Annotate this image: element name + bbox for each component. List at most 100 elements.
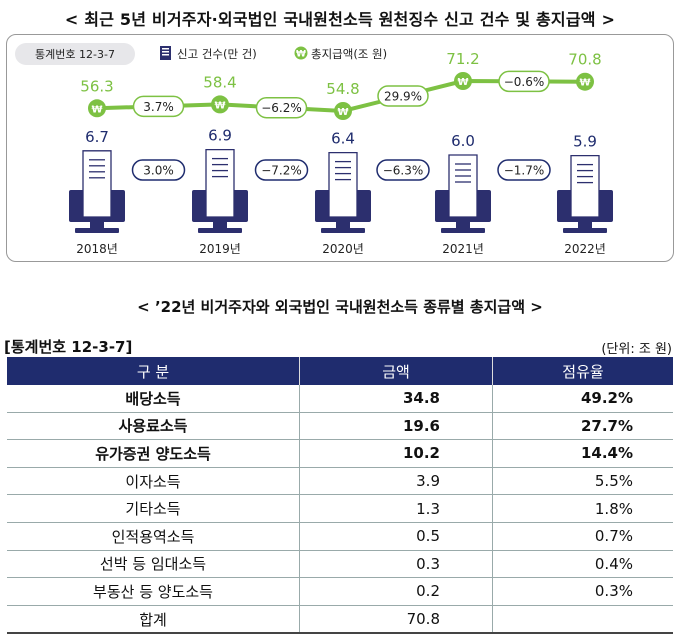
won-coin-icon: ₩: [91, 104, 102, 115]
monitor-stand: [456, 222, 470, 228]
monitor-stand: [336, 222, 350, 228]
amount-change-label: −0.6%: [504, 75, 545, 89]
chart-panel: 통계번호 12-3-7 신고 건수(만 건) ₩ 총지급액(조 원) 3.7% −…: [6, 34, 674, 262]
row-category: 배당소득: [7, 385, 300, 413]
row-share: [492, 605, 673, 634]
row-share: 0.4%: [492, 550, 673, 579]
row-amount: 3.9: [299, 467, 493, 496]
chart-svg: 통계번호 12-3-7 신고 건수(만 건) ₩ 총지급액(조 원) 3.7% −…: [15, 43, 613, 256]
amount-value-label: 70.8: [568, 51, 601, 69]
filings-value-label: 6.7: [85, 128, 109, 146]
won-coin-icon: ₩: [337, 107, 348, 118]
monitor-base: [75, 228, 119, 233]
table-stat-number: [통계번호 12-3-7]: [4, 338, 133, 356]
x-tick-label: 2021년: [442, 242, 484, 256]
amount-point: [334, 102, 352, 120]
row-share: 5.5%: [492, 467, 673, 496]
table-row: 이자소득 3.9 5.5%: [7, 467, 673, 496]
filings-change-label: −7.2%: [261, 164, 302, 178]
row-amount: 1.3: [299, 494, 493, 523]
legend-filings: 신고 건수(만 건): [177, 47, 257, 61]
table-row: 배당소득 34.8 49.2%: [7, 385, 673, 413]
filings-change-label: −1.7%: [504, 164, 545, 178]
monitor-base: [198, 228, 242, 233]
filings-change-badge: [131, 159, 186, 181]
row-amount: 70.8: [299, 605, 493, 634]
monitor-base: [441, 228, 485, 233]
row-category: 사용료소득: [7, 412, 300, 441]
monitor-stand: [90, 222, 104, 228]
row-share: 27.7%: [492, 412, 673, 441]
row-amount: 0.2: [299, 577, 493, 606]
amount-change-label: 3.7%: [143, 100, 174, 114]
receipt-icon: [205, 148, 235, 218]
receipt-icon: [82, 150, 112, 218]
receipt-icon: [328, 151, 358, 218]
row-category: 기타소득: [7, 494, 300, 523]
table-row: 유가증권 양도소득 10.2 14.4%: [7, 439, 673, 468]
filings-change-badge: [254, 159, 309, 181]
row-amount: 0.3: [299, 550, 493, 579]
header-amount: 금액: [299, 357, 493, 385]
amount-point: [454, 72, 472, 90]
filings-value-label: 6.0: [451, 132, 475, 150]
row-category: 합계: [7, 605, 300, 634]
amount-value-label: 56.3: [80, 77, 113, 95]
amount-point: [576, 72, 594, 91]
header-category: 구 분: [7, 357, 300, 385]
table-row: 합계 70.8: [7, 605, 673, 634]
filings-value-label: 5.9: [573, 133, 597, 151]
row-amount: 34.8: [299, 385, 493, 413]
row-share: 0.3%: [492, 577, 673, 606]
won-coin-icon: ₩: [579, 78, 590, 89]
row-category: 이자소득: [7, 467, 300, 496]
filings-value-label: 6.4: [331, 130, 355, 148]
row-amount: 10.2: [299, 439, 493, 468]
amount-change-badge: [255, 96, 308, 119]
filings-value-label: 6.9: [208, 127, 232, 145]
amount-value-label: 54.8: [326, 80, 359, 98]
x-tick-label: 2018년: [76, 242, 118, 256]
row-category: 인적용역소득: [7, 522, 300, 551]
monitor-base: [321, 228, 365, 233]
amount-point: [88, 99, 106, 118]
table-row: 선박 등 임대소득 0.3 0.4%: [7, 550, 673, 579]
table-row: 부동산 등 양도소득 0.2 0.3%: [7, 577, 673, 606]
won-coin-icon: ₩: [214, 100, 225, 111]
row-share: 1.8%: [492, 494, 673, 523]
table-header-row: 구 분 금액 점유율: [7, 357, 673, 385]
won-coin-icon: ₩: [294, 46, 308, 60]
svg-text:₩: ₩: [296, 50, 306, 60]
filings-change-badge: [376, 159, 430, 181]
amount-change-badge: [377, 85, 429, 107]
row-category: 부동산 등 양도소득: [7, 577, 300, 606]
table-row: 인적용역소득 0.5 0.7%: [7, 522, 673, 551]
x-tick-label: 2020년: [322, 242, 364, 256]
row-share: 14.4%: [492, 439, 673, 468]
x-tick-label: 2019년: [199, 242, 241, 256]
table-row: 사용료소득 19.6 27.7%: [7, 412, 673, 441]
table-row: 기타소득 1.3 1.8%: [7, 494, 673, 523]
won-coin-icon: ₩: [457, 77, 468, 88]
row-share: 49.2%: [492, 385, 673, 413]
legend-amount: 총지급액(조 원): [311, 47, 387, 61]
stat-badge-label: 통계번호 12-3-7: [35, 48, 115, 61]
row-amount: 19.6: [299, 412, 493, 441]
table-unit: (단위: 조 원): [601, 342, 672, 357]
document-icon: [160, 46, 171, 60]
filings-change-label: 3.0%: [143, 164, 174, 178]
stat-badge: [15, 43, 135, 65]
header-share: 점유율: [492, 357, 673, 385]
filings-change-label: −6.3%: [383, 164, 424, 178]
amount-change-label: 29.9%: [384, 90, 422, 104]
amount-value-label: 71.2: [446, 50, 479, 68]
x-tick-label: 2022년: [564, 242, 606, 256]
row-category: 선박 등 임대소득: [7, 550, 300, 579]
monitor-stand: [213, 222, 227, 228]
monitor-base: [563, 228, 607, 233]
table-title: < ’22년 비거주자와 외국법인 국내원천소득 종류별 총지급액 >: [137, 298, 543, 316]
monitor-stand: [578, 222, 592, 228]
amount-change-badge: [498, 70, 550, 93]
row-amount: 0.5: [299, 522, 493, 551]
amount-value-label: 58.4: [203, 73, 236, 91]
